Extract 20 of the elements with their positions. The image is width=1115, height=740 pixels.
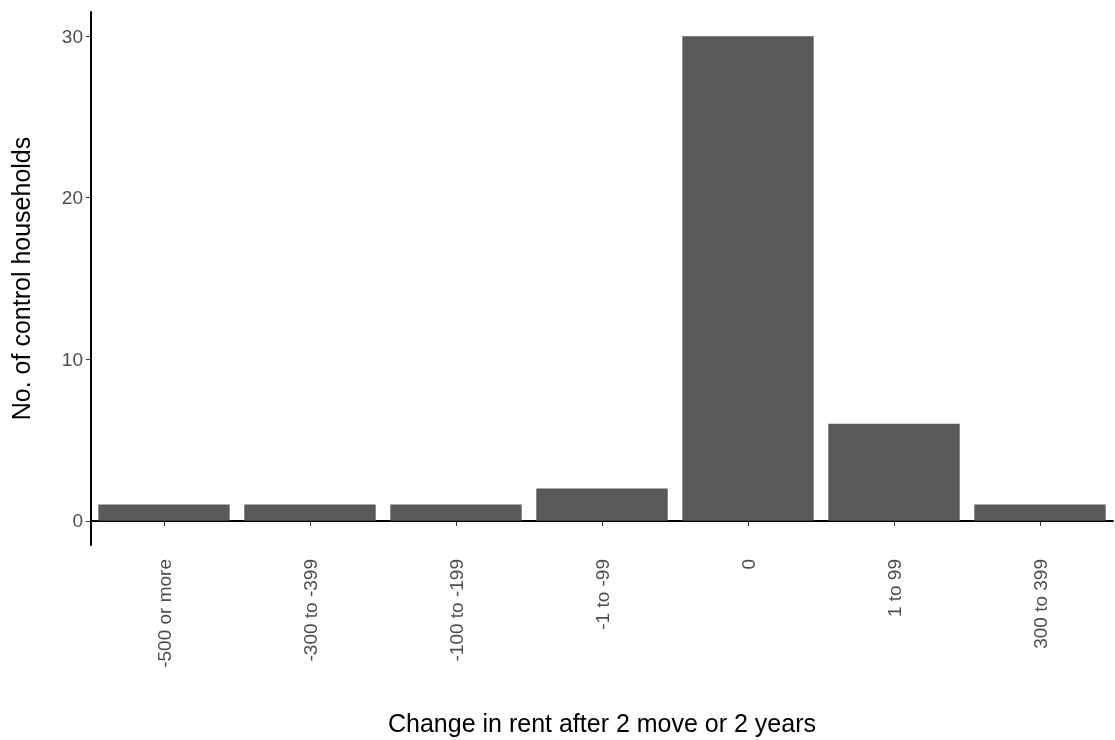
x-tick-label: -300 to -399	[299, 559, 321, 662]
bar	[390, 504, 522, 521]
bar	[682, 36, 814, 521]
bar	[244, 504, 376, 521]
y-tick-label: 0	[72, 510, 83, 532]
x-axis-title: Change in rent after 2 move or 2 years	[387, 708, 817, 737]
x-tick-label: 1 to 99	[883, 559, 905, 618]
x-tick-label: -100 to -199	[445, 559, 467, 662]
bar	[98, 504, 230, 521]
y-axis-title: No. of control households	[6, 136, 35, 421]
x-tick-label: -1 to -99	[591, 559, 613, 630]
x-tick-label: -500 or more	[153, 559, 175, 668]
x-tick-label: 300 to 399	[1029, 559, 1051, 649]
y-tick-label: 20	[61, 187, 83, 209]
bar	[974, 504, 1106, 521]
y-tick-label: 30	[61, 25, 83, 47]
y-tick-label: 10	[61, 348, 83, 370]
bar	[828, 423, 960, 521]
x-tick-label: 0	[737, 559, 759, 570]
bar	[536, 488, 668, 521]
